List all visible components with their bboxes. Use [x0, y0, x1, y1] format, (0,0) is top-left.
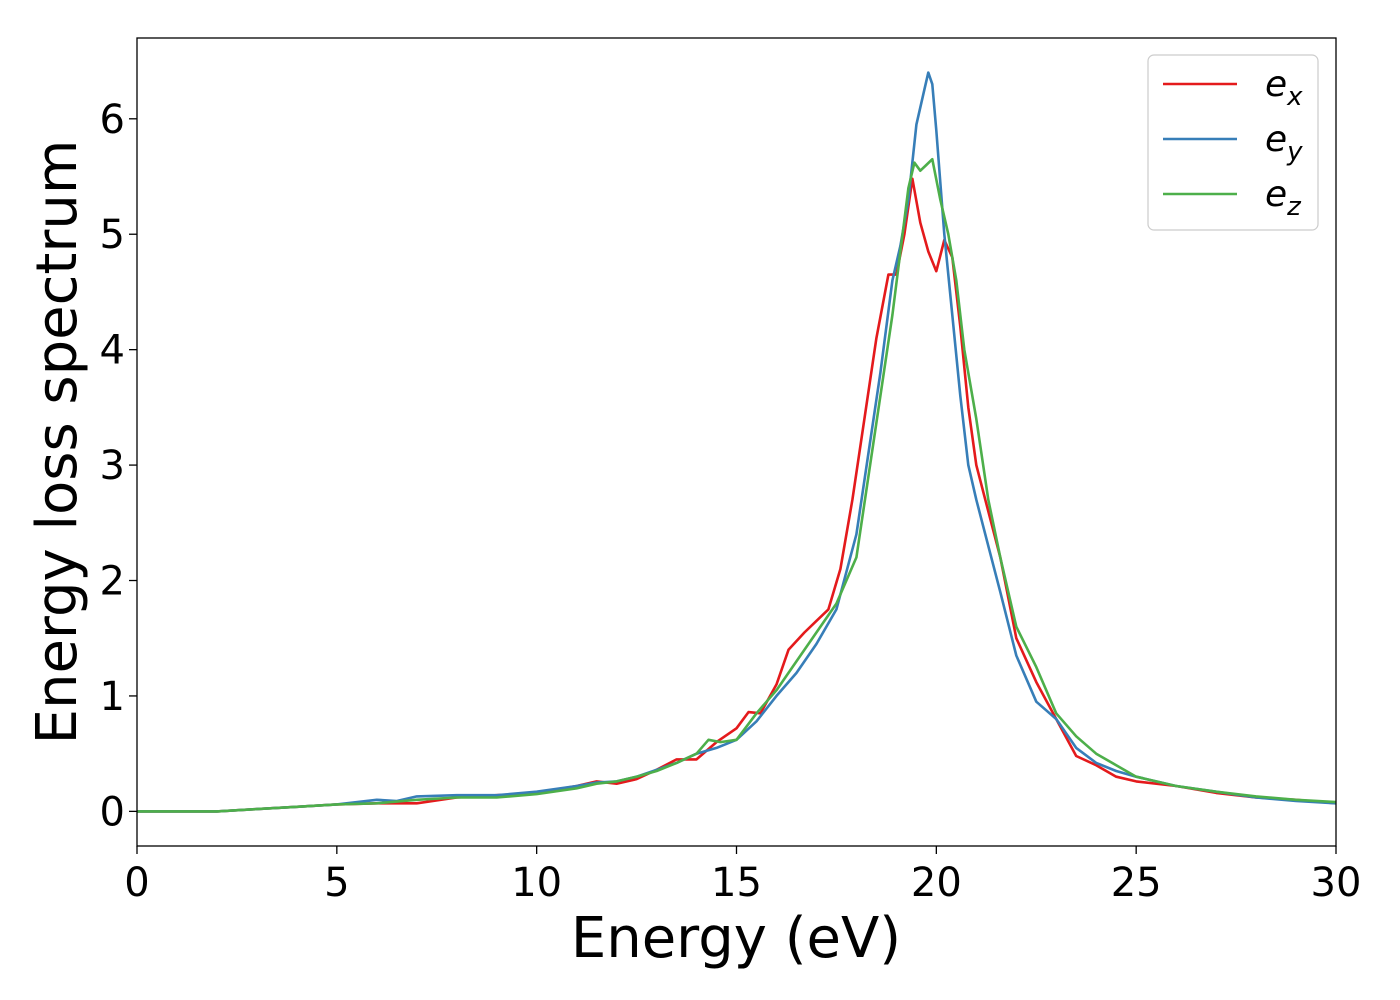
y-tick-label: 3 [100, 443, 125, 489]
x-tick-label: 30 [1311, 860, 1362, 906]
y-axis-label: Energy loss spectrum [25, 140, 90, 745]
x-tick-label: 10 [511, 860, 562, 906]
x-tick-label: 15 [711, 860, 762, 906]
x-axis-ticks: 0 5 10 15 20 25 30 [124, 846, 1361, 906]
x-tick-label: 5 [324, 860, 349, 906]
legend-label-y: ey [1265, 119, 1303, 167]
x-tick-label: 20 [911, 860, 962, 906]
y-tick-label: 1 [100, 674, 125, 720]
legend-label-z: ez [1265, 174, 1302, 222]
series-line-y [137, 71, 1337, 813]
series-line-z [137, 157, 1337, 813]
y-tick-label: 4 [100, 328, 125, 374]
y-axis-ticks: 0 1 2 3 4 5 6 [100, 97, 137, 835]
y-tick-label: 5 [100, 212, 125, 258]
y-tick-label: 2 [100, 559, 125, 605]
y-tick-label: 6 [100, 97, 125, 143]
y-tick-label: 0 [100, 789, 125, 835]
legend-label-x: ex [1265, 64, 1303, 112]
legend: ex ey ez [1147, 54, 1319, 231]
x-tick-label: 25 [1111, 860, 1162, 906]
x-axis-label: Energy (eV) [571, 906, 901, 971]
legend-box [1147, 54, 1319, 231]
x-tick-label: 0 [124, 860, 149, 906]
series-lines [137, 71, 1337, 813]
series-line-x [137, 177, 1337, 813]
